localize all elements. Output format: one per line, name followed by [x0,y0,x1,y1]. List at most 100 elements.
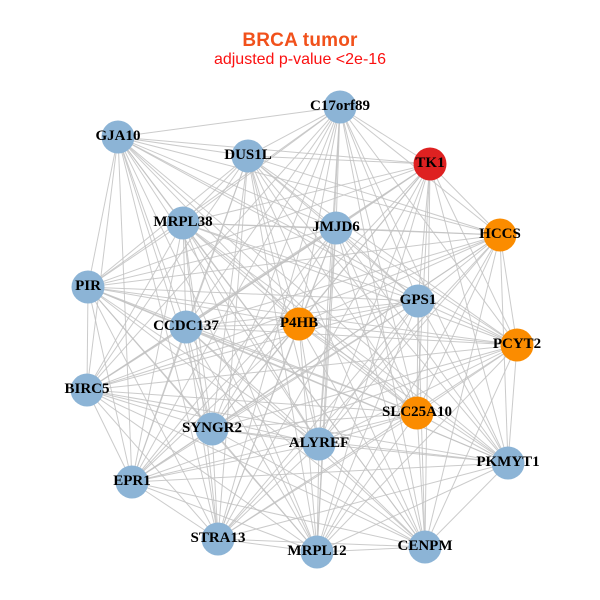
edge-C17orf89-TK1 [339,106,431,165]
edge-TK1-STRA13 [217,163,431,540]
edge-GJA10-CCDC137 [117,136,187,328]
node-PCYT2 [500,328,534,362]
edge-GPS1-PCYT2 [417,300,518,346]
edge-MRPL38-PCYT2 [182,222,518,346]
edge-C17orf89-PIR [87,106,341,288]
edge-SYNGR2-STRA13 [211,428,219,540]
edge-PCYT2-SYNGR2 [211,344,518,430]
node-label-PKMYT1: PKMYT1 [476,454,539,470]
edge-ALYREF-PKMYT1 [318,443,509,464]
edge-P4HB-SYNGR2 [211,323,300,430]
node-JMJD6 [319,211,353,245]
edge-PIR-STRA13 [87,286,219,540]
edge-PIR-EPR1 [87,286,133,483]
edge-TK1-HCCS [429,163,501,236]
edge-PCYT2-STRA13 [217,344,518,540]
edge-EPR1-MRPL12 [131,481,318,553]
edge-HCCS-SLC25A10 [416,234,501,414]
edge-BIRC5-MRPL12 [86,389,318,553]
edge-MRPL38-MRPL12 [182,222,318,553]
edge-PKMYT1-EPR1 [131,462,509,483]
edge-C17orf89-PCYT2 [339,106,518,346]
edge-BIRC5-CENPM [86,389,426,548]
edge-HCCS-P4HB [298,234,501,325]
edge-BIRC5-EPR1 [86,389,133,483]
edge-GJA10-JMJD6 [117,136,337,229]
edge-MRPL38-P4HB [182,222,300,325]
edge-P4HB-PKMYT1 [298,323,509,464]
node-BIRC5 [70,373,104,407]
edge-CCDC137-EPR1 [131,326,187,483]
plot-subtitle: adjusted p-value <2e-16 [213,51,387,68]
node-GJA10 [101,120,135,154]
node-C17orf89 [323,90,357,124]
edge-CCDC137-P4HB [185,323,300,328]
edge-DUS1L-BIRC5 [86,155,249,391]
edge-PCYT2-CENPM [424,344,518,548]
edge-BIRC5-STRA13 [86,389,219,540]
edge-SYNGR2-MRPL12 [211,428,318,553]
edge-GJA10-MRPL12 [117,136,318,553]
edge-DUS1L-PKMYT1 [247,155,509,464]
edge-GJA10-SYNGR2 [117,136,213,430]
edge-JMJD6-EPR1 [131,227,337,483]
edge-CCDC137-SLC25A10 [185,326,418,414]
node-label-TK1: TK1 [415,155,444,171]
edge-HCCS-CCDC137 [185,234,501,328]
edge-C17orf89-P4HB [298,106,341,325]
edge-PKMYT1-MRPL12 [316,462,509,553]
node-label-PCYT2: PCYT2 [493,336,541,352]
edge-DUS1L-ALYREF [247,155,320,445]
node-CCDC137 [169,310,203,344]
edge-P4HB-ALYREF [298,323,320,445]
edge-GJA10-EPR1 [117,136,133,483]
plot-title: BRCA tumor [242,30,358,51]
edge-JMJD6-PKMYT1 [335,227,509,464]
node-MRPL12 [300,535,334,569]
edge-DUS1L-TK1 [247,155,431,165]
edge-P4HB-EPR1 [131,323,300,483]
edge-GJA10-ALYREF [117,136,320,445]
edge-GJA10-PCYT2 [117,136,518,346]
edge-ALYREF-CENPM [318,443,426,548]
edge-PIR-SLC25A10 [87,286,418,414]
node-label-MRPL38: MRPL38 [153,214,212,230]
node-label-JMJD6: JMJD6 [312,219,360,235]
node-STRA13 [201,522,235,556]
edge-P4HB-CENPM [298,323,426,548]
edge-TK1-EPR1 [131,163,431,483]
node-label-BIRC5: BIRC5 [64,381,109,397]
edge-PCYT2-ALYREF [318,344,518,445]
edge-GPS1-MRPL12 [316,300,419,553]
edge-SLC25A10-PKMYT1 [416,412,509,464]
edge-GJA10-BIRC5 [86,136,119,391]
node-label-P4HB: P4HB [280,315,318,331]
edge-PKMYT1-CENPM [424,462,509,548]
node-P4HB [282,307,316,341]
edge-SLC25A10-EPR1 [131,412,418,483]
edge-JMJD6-PCYT2 [335,227,518,346]
node-label-SLC25A10: SLC25A10 [382,404,452,420]
node-CENPM [408,530,442,564]
edge-CCDC137-PCYT2 [185,326,518,346]
edge-C17orf89-STRA13 [217,106,341,540]
edge-JMJD6-SLC25A10 [335,227,418,414]
edge-MRPL38-STRA13 [182,222,219,540]
node-label-CENPM: CENPM [398,538,453,554]
edge-P4HB-STRA13 [217,323,300,540]
node-EPR1 [115,465,149,499]
edge-BIRC5-SLC25A10 [86,389,418,414]
edge-GPS1-P4HB [298,300,419,325]
node-HCCS [483,218,517,252]
edge-GJA10-SLC25A10 [117,136,418,414]
edge-SLC25A10-SYNGR2 [211,412,418,430]
edge-GPS1-BIRC5 [86,300,419,391]
edge-EPR1-STRA13 [131,481,219,540]
edge-HCCS-GPS1 [417,234,501,302]
edge-GPS1-SLC25A10 [416,300,419,414]
node-label-C17orf89: C17orf89 [310,98,370,114]
edge-GJA10-C17orf89 [117,106,341,138]
edge-JMJD6-SYNGR2 [211,227,337,430]
node-SLC25A10 [400,396,434,430]
